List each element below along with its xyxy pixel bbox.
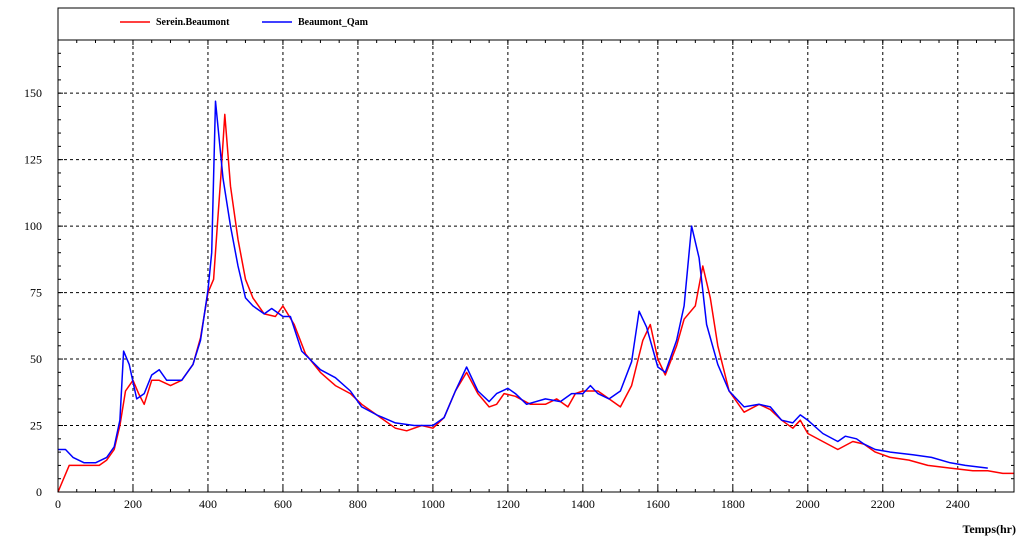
x-tick-label: 200	[124, 497, 142, 511]
series-layer	[57, 100, 1014, 493]
x-tick-label: 1600	[646, 497, 670, 511]
y-tick-label: 0	[36, 485, 42, 499]
y-tick-label: 25	[30, 419, 42, 433]
x-tick-label: 2200	[871, 497, 895, 511]
x-tick-label: 1000	[421, 497, 445, 511]
y-tick-label: 50	[30, 352, 42, 366]
y-tick-label: 125	[24, 153, 42, 167]
x-tick-label: 1800	[721, 497, 745, 511]
y-tick-label: 150	[24, 86, 42, 100]
x-tick-label: 600	[274, 497, 292, 511]
x-tick-label: 400	[199, 497, 217, 511]
legend-label-beaumont-qam: Beaumont_Qam	[298, 17, 369, 28]
x-tick-label: 1200	[496, 497, 520, 511]
axes: 0 200 400 600 800 1000 1200 1400 1600 1800 2000 220…	[24, 7, 1015, 511]
series-line-serein-beaumont	[57, 113, 1014, 493]
y-tick-label: 75	[30, 286, 42, 300]
series-line-beaumont-qam	[58, 100, 988, 469]
x-tick-label: 0	[55, 497, 61, 511]
x-tick-label: 1400	[571, 497, 595, 511]
x-tick-label: 800	[349, 497, 367, 511]
legend: Serein.Beaumont Beaumont_Qam	[120, 17, 369, 28]
x-tick-label: 2400	[946, 497, 970, 511]
x-axis-title: Temps(hr)	[962, 522, 1016, 536]
chart-frame	[57, 7, 1015, 493]
y-tick-label: 100	[24, 219, 42, 233]
x-tick-label: 2000	[796, 497, 820, 511]
legend-label-serein-beaumont: Serein.Beaumont	[156, 17, 230, 28]
